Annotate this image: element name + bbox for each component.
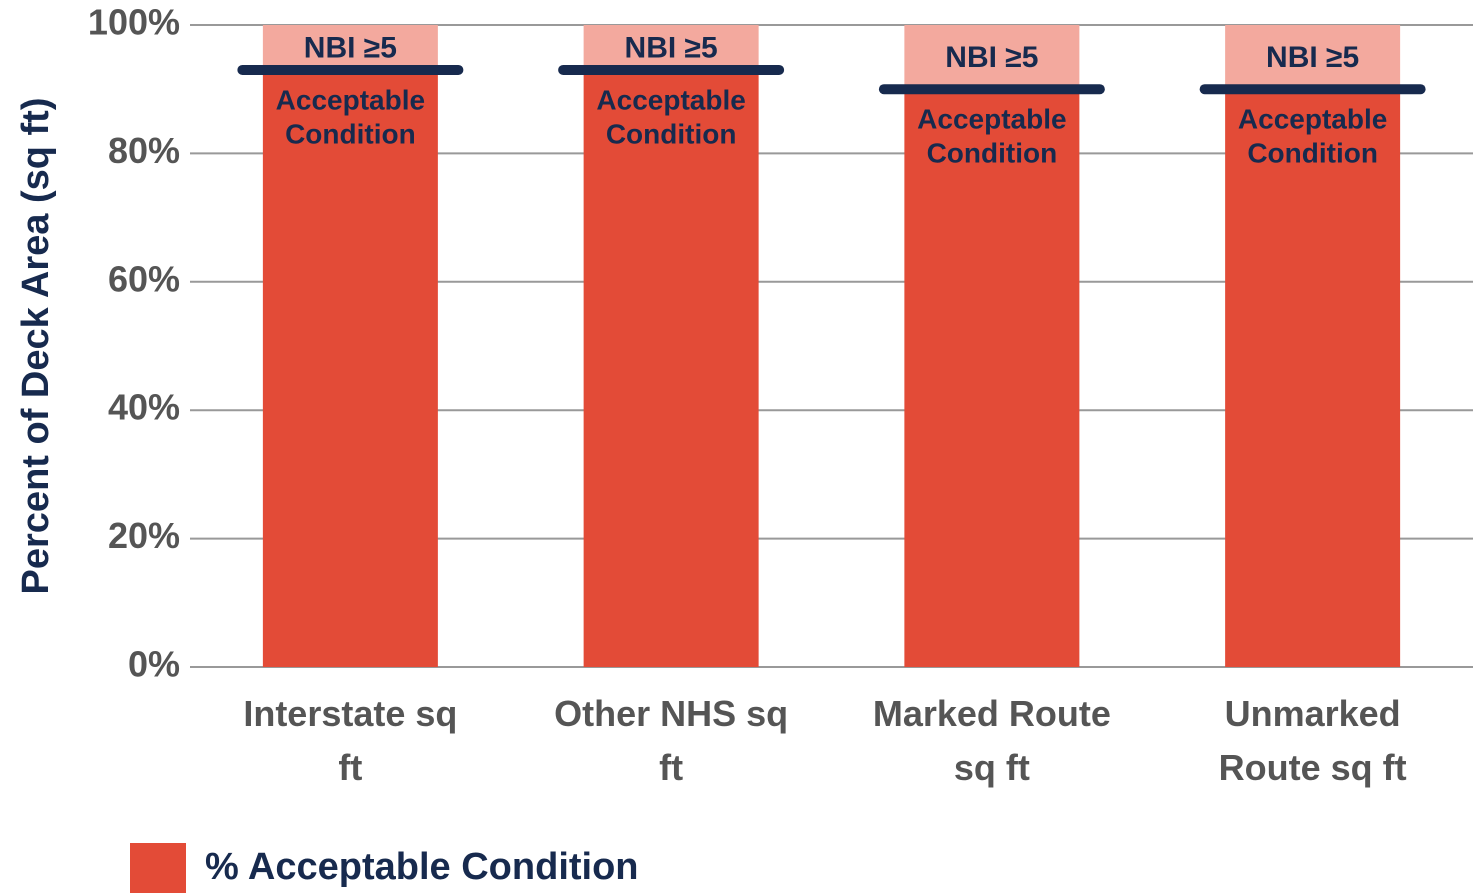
bar-segment <box>262 25 438 70</box>
segment-label: Condition <box>606 118 737 149</box>
y-tick-label: 80% <box>108 130 180 171</box>
y-tick-label: 20% <box>108 515 180 556</box>
segment-label: NBI ≥5 <box>625 31 718 64</box>
segment-label: Condition <box>1247 138 1378 169</box>
legend-swatch <box>130 843 186 893</box>
bar-segment <box>583 25 759 70</box>
y-axis-label: Percent of Deck Area (sq ft) <box>15 98 57 595</box>
y-tick-label: 0% <box>128 644 180 685</box>
y-tick-label: 100% <box>88 2 180 43</box>
segment-label: Acceptable <box>276 84 425 115</box>
bar-segment <box>262 69 438 667</box>
x-tick-label: Interstate sq ft <box>243 693 458 788</box>
segment-label: Condition <box>285 118 416 149</box>
x-tick-label: Other NHS sq ft <box>554 693 789 788</box>
bar-segment <box>1225 89 1401 667</box>
segment-label: NBI ≥5 <box>945 41 1038 74</box>
x-tick-label: Marked Route sq ft <box>872 693 1111 788</box>
bar-segment <box>1225 25 1401 90</box>
segment-label: NBI ≥5 <box>304 31 397 64</box>
segment-label: Acceptable <box>596 84 745 115</box>
legend-label: % Acceptable Condition <box>205 846 639 888</box>
y-tick-label: 40% <box>108 387 180 428</box>
y-tick-label: 60% <box>108 258 180 299</box>
segment-label: Condition <box>927 138 1058 169</box>
bar-segment <box>583 69 759 667</box>
bar-segment <box>904 25 1080 90</box>
segment-label: Acceptable <box>917 104 1066 135</box>
segment-label: Acceptable <box>1238 104 1387 135</box>
segment-label: NBI ≥5 <box>1266 41 1359 74</box>
x-tick-label: Unmarked Route sq ft <box>1218 693 1407 788</box>
bar-segment <box>904 89 1080 667</box>
